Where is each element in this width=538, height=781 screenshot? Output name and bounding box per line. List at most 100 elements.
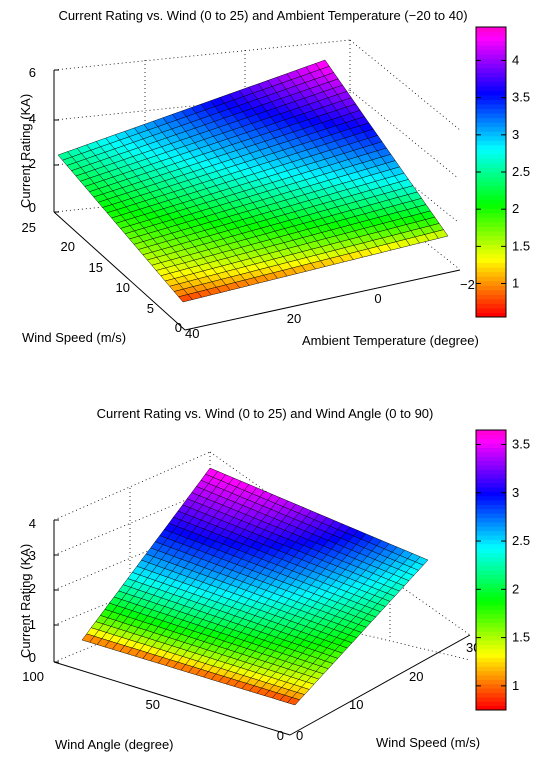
colorbar-segment bbox=[476, 113, 506, 119]
colorbar-segment bbox=[476, 653, 506, 658]
z-tick-label: 2 bbox=[29, 581, 36, 596]
colorbar-segment bbox=[476, 294, 506, 300]
colorbar-tick-label: 3.5 bbox=[512, 436, 530, 451]
colorbar-segment bbox=[476, 543, 506, 549]
colorbar-segment bbox=[476, 495, 506, 501]
colorbar-segment bbox=[476, 683, 506, 689]
colorbar-segment bbox=[476, 438, 506, 444]
grid-line bbox=[209, 451, 471, 636]
colorbar-segment bbox=[476, 609, 506, 615]
y-tick-label: 20 bbox=[409, 669, 423, 684]
colorbar-segment bbox=[476, 276, 506, 282]
colorbar-segment bbox=[476, 285, 506, 291]
y-axis-label: Wind Speed (m/s) bbox=[22, 330, 126, 345]
chart-title: Current Rating vs. Wind (0 to 25) and Am… bbox=[58, 8, 467, 23]
colorbar-segment bbox=[476, 81, 506, 87]
colorbar-segment bbox=[476, 504, 506, 510]
z-tick-labels: 6 4 2 0 bbox=[29, 65, 36, 215]
colorbar-segment bbox=[476, 456, 506, 462]
y-tick-label: 20 bbox=[61, 239, 75, 254]
colorbar-segment bbox=[476, 122, 506, 128]
colorbar-segment bbox=[476, 478, 506, 483]
z-tick-label: 1 bbox=[29, 617, 36, 632]
grid-line bbox=[53, 39, 351, 71]
colorbar-segment bbox=[476, 666, 506, 672]
colorbar-segment bbox=[476, 618, 506, 623]
axes bbox=[53, 69, 461, 331]
colorbar-segment bbox=[476, 217, 506, 223]
colorbar-segment bbox=[476, 696, 506, 702]
colorbar-segment bbox=[476, 108, 506, 114]
z-axis-label: Current Rating (KA) bbox=[18, 544, 33, 658]
colorbar-segment bbox=[476, 635, 506, 641]
colorbar-segment bbox=[476, 194, 506, 200]
colorbar-segment bbox=[476, 289, 506, 295]
colorbar-segment bbox=[476, 117, 506, 123]
x-tick-labels: 40 20 0 −2 bbox=[185, 277, 475, 341]
y-tick-label: 15 bbox=[89, 260, 103, 275]
plot-temperature-wind: Current Rating vs. Wind (0 to 25) and Am… bbox=[18, 8, 530, 348]
colorbar-tick-label: 2 bbox=[512, 201, 519, 216]
colorbar-segment bbox=[476, 72, 506, 78]
colorbar-segment bbox=[476, 556, 506, 562]
plot-angle-wind: Current Rating vs. Wind (0 to 25) and Wi… bbox=[18, 406, 530, 752]
colorbar-segment bbox=[476, 626, 506, 632]
colorbar-segment bbox=[476, 508, 506, 514]
y-tick-label: 5 bbox=[147, 301, 154, 316]
y-tick-labels: 0 10 20 30 bbox=[296, 640, 480, 743]
x-tick-label: 0 bbox=[374, 291, 381, 306]
colorbar-segment bbox=[476, 552, 506, 558]
x-axis-label: Wind Angle (degree) bbox=[55, 737, 174, 752]
z-tick-label: 6 bbox=[29, 65, 36, 80]
colorbar-segment bbox=[476, 451, 506, 457]
colorbar-segment bbox=[476, 212, 506, 218]
x-axis-line bbox=[184, 269, 461, 331]
colorbar-segment bbox=[476, 622, 506, 628]
colorbar-segment bbox=[476, 574, 506, 580]
x-axis-label: Ambient Temperature (degree) bbox=[302, 333, 479, 348]
colorbar-segment bbox=[476, 312, 506, 318]
colorbar-segment bbox=[476, 63, 506, 69]
colorbar-segment bbox=[476, 500, 506, 505]
colorbar-segment bbox=[476, 208, 506, 214]
x-tick-label: 0 bbox=[277, 728, 284, 743]
colorbar-segment bbox=[476, 162, 506, 168]
colorbar-segment bbox=[476, 249, 506, 255]
colorbar-segment bbox=[476, 460, 506, 466]
colorbar-segment bbox=[476, 235, 506, 241]
colorbar-segment bbox=[476, 45, 506, 51]
colorbar-segment bbox=[476, 605, 506, 610]
z-tick-labels: 4 3 2 1 0 bbox=[29, 516, 36, 665]
colorbar-segment bbox=[476, 447, 506, 453]
colorbar-segment bbox=[476, 596, 506, 602]
colorbar-segment bbox=[476, 705, 506, 711]
colorbar-segment bbox=[476, 153, 506, 159]
x-tick-label: −2 bbox=[460, 277, 475, 292]
colorbar-segment bbox=[476, 158, 506, 164]
z-tick-label: 0 bbox=[29, 650, 36, 665]
colorbar-segment bbox=[476, 640, 506, 645]
colorbar-segment bbox=[476, 226, 506, 232]
y-axis-line bbox=[289, 634, 471, 736]
y-tick-labels: 25 20 15 10 5 0 bbox=[22, 220, 182, 335]
colorbar-segment bbox=[476, 307, 506, 313]
colorbar-tick-label: 1.5 bbox=[512, 630, 530, 645]
colorbar-segment bbox=[476, 631, 506, 637]
y-axis-label: Wind Speed (m/s) bbox=[376, 735, 480, 750]
colorbar-segment bbox=[476, 434, 506, 440]
colorbar-segment bbox=[476, 644, 506, 650]
colorbar-segment bbox=[476, 40, 506, 46]
colorbar-tick-label: 3 bbox=[512, 127, 519, 142]
colorbar-segment bbox=[476, 648, 506, 654]
colorbar-segment bbox=[476, 482, 506, 488]
colorbar-segment bbox=[476, 58, 506, 64]
colorbar-segment bbox=[476, 469, 506, 475]
colorbar-segment bbox=[476, 67, 506, 73]
colorbar-segment bbox=[476, 692, 506, 698]
colorbar-segment bbox=[476, 661, 506, 667]
x-tick-labels: 100 50 0 bbox=[22, 669, 284, 743]
colorbar-segment bbox=[476, 244, 506, 250]
colorbar-segment bbox=[476, 76, 506, 82]
colorbar-segment bbox=[476, 176, 506, 182]
colorbar-segment bbox=[476, 181, 506, 187]
